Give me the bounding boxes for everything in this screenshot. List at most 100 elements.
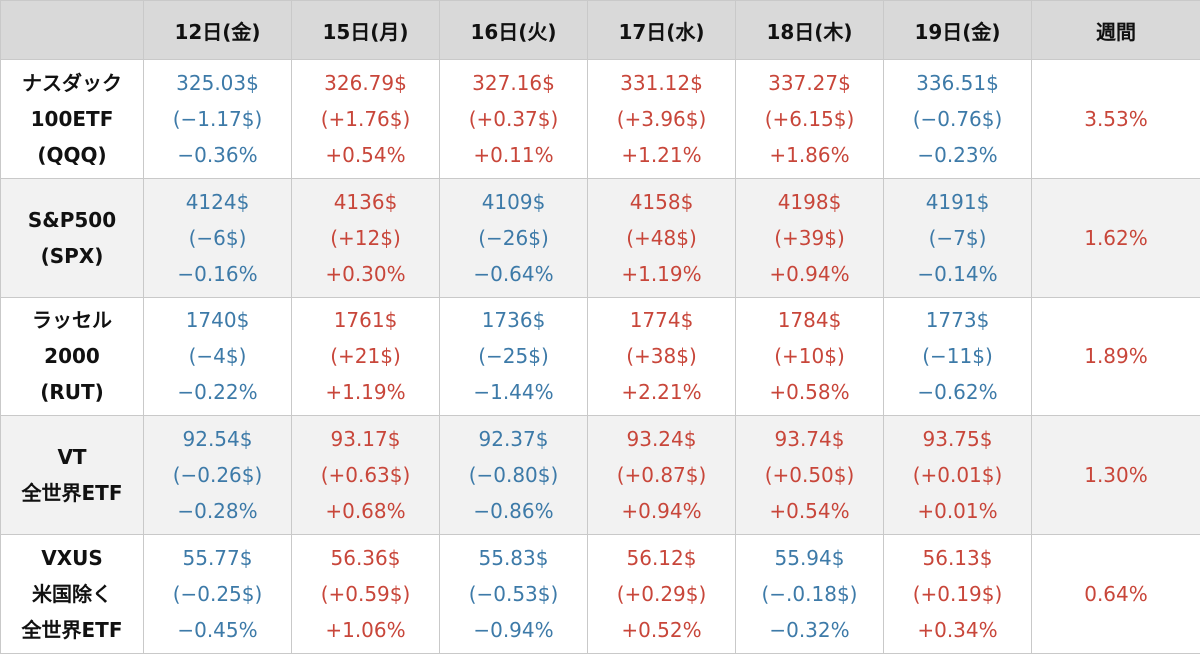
cell-change: (+39$) <box>774 225 845 250</box>
cell-change: (+0.59$) <box>320 582 411 607</box>
column-header-19-fri: 19日(金) <box>883 0 1032 60</box>
cell-change: (−0.25$) <box>172 582 263 607</box>
data-cell: 1740$ (−4$) −0.22% <box>143 296 292 417</box>
cell-change: (+6.15$) <box>764 106 855 131</box>
cell-pct: −0.45% <box>177 618 258 643</box>
cell-price: 1736$ <box>481 308 546 333</box>
cell-pct: −0.62% <box>917 380 998 405</box>
cell-pct: −0.32% <box>769 618 850 643</box>
data-cell: 4158$ (+48$) +1.19% <box>587 177 736 298</box>
cell-price: 1774$ <box>629 308 694 333</box>
cell-change: (+0.01$) <box>912 463 1003 488</box>
table-row-vxus: VXUS 米国除く 全世界ETF 55.77$ (−0.25$) −0.45% 56.36$… <box>0 534 1200 654</box>
cell-pct: +0.01% <box>917 499 998 524</box>
cell-pct: +2.21% <box>621 380 702 405</box>
data-cell: 337.27$ (+6.15$) +1.86% <box>735 59 884 179</box>
data-cell: 93.17$ (+0.63$) +0.68% <box>291 415 440 536</box>
cell-price: 4198$ <box>777 189 842 214</box>
cell-price: 1740$ <box>185 308 250 333</box>
cell-pct: −0.36% <box>177 142 258 167</box>
column-header-12-fri: 12日(金) <box>143 0 292 60</box>
cell-price: 1773$ <box>925 308 990 333</box>
row-header-vt: VT 全世界ETF <box>0 415 144 536</box>
column-header-15-mon: 15日(月) <box>291 0 440 60</box>
data-cell: 4124$ (−6$) −0.16% <box>143 177 292 298</box>
cell-price: 56.36$ <box>330 546 401 571</box>
data-cell: 4191$ (−7$) −0.14% <box>883 177 1032 298</box>
cell-pct: −0.14% <box>917 261 998 286</box>
row-name-line: ナスダック <box>22 70 122 95</box>
cell-change: (−.0.18$) <box>761 582 858 607</box>
cell-pct: −0.28% <box>177 499 258 524</box>
cell-pct: −0.22% <box>177 380 258 405</box>
row-name-line: 米国除く <box>32 582 112 607</box>
cell-price: 56.12$ <box>626 546 697 571</box>
row-name-line: ラッセル <box>32 308 112 333</box>
cell-pct: −1.44% <box>473 380 554 405</box>
cell-pct: +0.30% <box>325 261 406 286</box>
data-cell: 331.12$ (+3.96$) +1.21% <box>587 59 736 179</box>
weekly-change: 0.64% <box>1031 534 1200 654</box>
cell-pct: +1.19% <box>325 380 406 405</box>
data-cell: 1774$ (+38$) +2.21% <box>587 296 736 417</box>
cell-price: 326.79$ <box>324 70 407 95</box>
cell-change: (+0.50$) <box>764 463 855 488</box>
cell-pct: +0.58% <box>769 380 850 405</box>
cell-price: 4191$ <box>925 189 990 214</box>
column-header-18-thu: 18日(木) <box>735 0 884 60</box>
cell-change: (+10$) <box>774 344 845 369</box>
cell-price: 325.03$ <box>176 70 259 95</box>
cell-price: 93.74$ <box>774 427 845 452</box>
cell-change: (−6$) <box>188 225 247 250</box>
cell-price: 337.27$ <box>768 70 851 95</box>
table-row-rut: ラッセル 2000 (RUT) 1740$ (−4$) −0.22% 1761$ (+21$)… <box>0 296 1200 417</box>
data-cell: 336.51$ (−0.76$) −0.23% <box>883 59 1032 179</box>
cell-pct: +0.94% <box>769 261 850 286</box>
cell-change: (+0.37$) <box>468 106 559 131</box>
data-cell: 93.75$ (+0.01$) +0.01% <box>883 415 1032 536</box>
weekly-change: 3.53% <box>1031 59 1200 179</box>
cell-change: (−0.76$) <box>912 106 1003 131</box>
cell-price: 4158$ <box>629 189 694 214</box>
row-name-line: 100ETF <box>30 106 114 131</box>
row-name-line: VT <box>57 445 87 470</box>
cell-change: (−0.80$) <box>468 463 559 488</box>
cell-pct: +1.19% <box>621 261 702 286</box>
cell-pct: +0.94% <box>621 499 702 524</box>
cell-change: (−7$) <box>928 225 987 250</box>
weekly-change: 1.30% <box>1031 415 1200 536</box>
data-cell: 55.77$ (−0.25$) −0.45% <box>143 534 292 654</box>
table-row-spx: S&P500 (SPX) 4124$ (−6$) −0.16% 4136$ (+12$) +0… <box>0 177 1200 298</box>
cell-change: (−11$) <box>922 344 993 369</box>
cell-change: (+21$) <box>330 344 401 369</box>
data-cell: 56.36$ (+0.59$) +1.06% <box>291 534 440 654</box>
cell-price: 4136$ <box>333 189 398 214</box>
cell-change: (−4$) <box>188 344 247 369</box>
cell-price: 93.75$ <box>922 427 993 452</box>
cell-price: 4109$ <box>481 189 546 214</box>
cell-price: 56.13$ <box>922 546 993 571</box>
cell-price: 92.54$ <box>182 427 253 452</box>
data-cell: 56.12$ (+0.29$) +0.52% <box>587 534 736 654</box>
data-cell: 56.13$ (+0.19$) +0.34% <box>883 534 1032 654</box>
cell-price: 93.24$ <box>626 427 697 452</box>
cell-change: (+0.19$) <box>912 582 1003 607</box>
cell-pct: −0.16% <box>177 261 258 286</box>
cell-pct: +0.54% <box>325 142 406 167</box>
cell-price: 4124$ <box>185 189 250 214</box>
row-header-spx: S&P500 (SPX) <box>0 177 144 298</box>
weekly-change: 1.89% <box>1031 296 1200 417</box>
cell-pct: −0.64% <box>473 261 554 286</box>
data-cell: 55.83$ (−0.53$) −0.94% <box>439 534 588 654</box>
cell-price: 55.77$ <box>182 546 253 571</box>
corner-cell <box>0 0 144 60</box>
cell-price: 336.51$ <box>916 70 999 95</box>
cell-change: (−1.17$) <box>172 106 263 131</box>
row-name-line: S&P500 <box>27 207 117 232</box>
cell-change: (−25$) <box>478 344 549 369</box>
table-row-qqq: ナスダック 100ETF (QQQ) 325.03$ (−1.17$) −0.36% 326… <box>0 59 1200 179</box>
cell-change: (+0.63$) <box>320 463 411 488</box>
cell-change: (+48$) <box>626 225 697 250</box>
cell-change: (−0.53$) <box>468 582 559 607</box>
cell-price: 1784$ <box>777 308 842 333</box>
